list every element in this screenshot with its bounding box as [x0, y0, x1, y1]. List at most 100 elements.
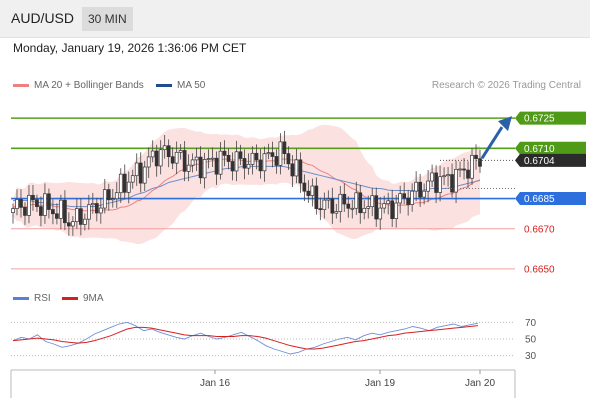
candle-body: [390, 200, 395, 219]
candle-body: [374, 195, 379, 220]
candle-body: [382, 203, 387, 209]
candle-body: [242, 158, 247, 169]
candle-body: [202, 159, 207, 179]
candle-body: [222, 150, 227, 156]
candle-body: [406, 197, 411, 205]
candle-body: [342, 193, 347, 205]
candle-body: [314, 185, 319, 209]
candle-body: [190, 159, 195, 166]
candle-body: [31, 194, 35, 201]
price-tag-text: 0.6704: [524, 156, 555, 167]
rsi-level-label: 50: [525, 335, 537, 346]
candle-body: [430, 172, 434, 182]
candle-body: [71, 221, 75, 227]
candle-body: [170, 156, 175, 164]
candle-body: [302, 182, 307, 192]
candle-body: [162, 145, 167, 151]
candle-body: [370, 195, 375, 208]
price-label-0.6650: 0.6650: [524, 265, 555, 276]
candle-body: [114, 192, 119, 200]
candle-body: [358, 192, 363, 214]
candle-body: [258, 159, 263, 172]
candle-body: [226, 155, 231, 162]
datetime-label: Monday, January 19, 2026 1:36:06 PM CET: [13, 41, 247, 55]
legend-ma20-swatch: [13, 83, 29, 87]
candle-body: [198, 156, 203, 179]
candle-body: [266, 152, 271, 155]
rsi-level-label: 30: [525, 351, 537, 362]
candle-body: [454, 168, 458, 193]
candle-body: [362, 207, 367, 214]
candle-body: [470, 154, 474, 179]
candle-body: [270, 152, 275, 157]
legend-rsi-swatch: [13, 296, 29, 300]
candle-body: [59, 199, 63, 219]
legend-9ma: 9MA: [62, 293, 104, 304]
candle-body: [398, 193, 403, 204]
candle-body: [11, 208, 15, 213]
candle-body: [438, 176, 442, 193]
ma50-line: [13, 165, 481, 208]
candle-body: [250, 152, 255, 165]
rsi-ma9-line: [12, 325, 479, 350]
candle-body: [274, 156, 279, 166]
candle-body: [394, 202, 399, 219]
time-tick-label-1: Jan 19: [365, 378, 395, 389]
price-label-0.6670: 0.6670: [524, 224, 555, 235]
candle-body: [174, 151, 179, 164]
legend-ma50-swatch: [156, 83, 172, 87]
candle-body: [150, 150, 155, 158]
legend-ma20-label: MA 20 + Bollinger Bands: [34, 80, 144, 91]
candle-body: [35, 199, 39, 208]
candle-body: [19, 199, 23, 208]
legend-9ma-label: 9MA: [83, 293, 104, 304]
candle-body: [23, 207, 27, 216]
timeframe-button[interactable]: 30 MIN: [82, 7, 133, 31]
price-tag-bg: [515, 111, 586, 125]
price-tag-bg: [515, 141, 586, 155]
candle-body: [402, 193, 407, 199]
price-tag-text: 0.6725: [524, 114, 555, 125]
candle-body: [290, 163, 295, 177]
candle-body: [294, 159, 299, 177]
candle-body: [178, 150, 183, 153]
candle-body: [182, 150, 187, 172]
price-tag-bg: [515, 192, 586, 206]
candle-body: [118, 173, 123, 194]
candle-body: [306, 190, 311, 196]
candle-body: [458, 168, 462, 171]
forecast-arrow-shaft: [480, 126, 504, 160]
candle-body: [63, 199, 67, 224]
candle-body: [414, 181, 418, 192]
candle-body: [318, 208, 323, 210]
instrument-title: AUD/USD: [11, 10, 75, 26]
candle-body: [462, 168, 466, 171]
candle-body: [426, 180, 430, 192]
candle-body: [338, 193, 343, 212]
legend-9ma-swatch: [62, 296, 78, 300]
candle-body: [186, 164, 191, 172]
price-tag-0.6710: 0.6710: [515, 141, 586, 155]
candle-body: [206, 158, 211, 160]
candle-body: [47, 193, 51, 210]
candle-body: [138, 162, 143, 184]
candle-body: [238, 151, 243, 159]
candle-body: [79, 208, 83, 225]
candle-body: [386, 200, 391, 205]
candle-body: [378, 207, 383, 220]
candle-body: [142, 166, 147, 184]
candle-body: [86, 204, 91, 220]
candle-body: [326, 198, 331, 201]
candle-body: [446, 174, 450, 177]
candle-body: [75, 208, 79, 223]
legend-ma50: MA 50: [156, 80, 205, 91]
candle-body: [262, 153, 267, 172]
price-tag-text: 0.6710: [524, 144, 555, 155]
candle-body: [146, 156, 151, 168]
price-tag-0.6685: 0.6685: [515, 192, 586, 205]
candle-body: [350, 207, 355, 210]
candle-body: [366, 206, 371, 209]
rsi-level-label: 70: [525, 318, 537, 329]
bollinger-band: [13, 124, 480, 245]
